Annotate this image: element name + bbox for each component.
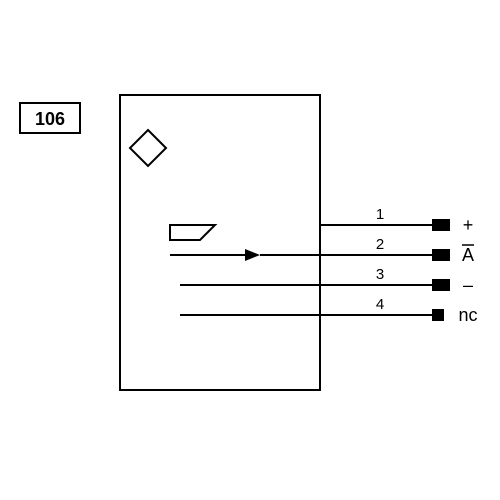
wire-3-label: – — [463, 275, 473, 295]
reference-box-label: 106 — [35, 109, 65, 129]
wire-1-label: + — [463, 215, 474, 235]
wire-4-number: 4 — [376, 296, 384, 313]
wiring-diagram: 106 1 +2 A 3 – 4 nc — [0, 0, 500, 500]
wire-3-terminal — [432, 279, 450, 291]
wire-3-number: 3 — [376, 266, 384, 283]
wire-4-terminal — [432, 309, 444, 321]
wire-2-number: 2 — [376, 236, 384, 253]
wire-2-label: A — [462, 245, 474, 265]
wire-1-number: 1 — [376, 206, 384, 223]
wire-2-terminal — [432, 249, 450, 261]
wire-4-label: nc — [458, 305, 477, 325]
wire-1-terminal — [432, 219, 450, 231]
